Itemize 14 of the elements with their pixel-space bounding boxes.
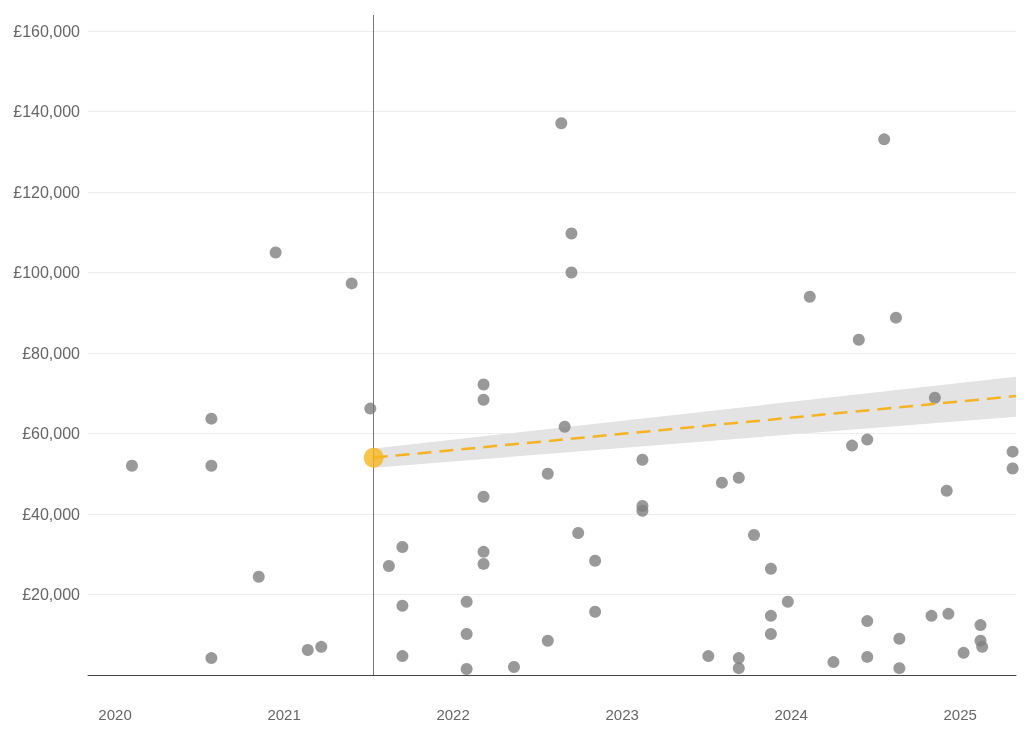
y-tick-label: £100,000 bbox=[13, 264, 81, 282]
x-tick-label: 2020 bbox=[98, 706, 132, 723]
y-tick-label: £60,000 bbox=[22, 425, 81, 443]
y-tick-label: £160,000 bbox=[13, 22, 81, 40]
y-tick-label: £120,000 bbox=[13, 183, 81, 201]
y-tick-label: £40,000 bbox=[22, 505, 81, 523]
y-tick-label: £80,000 bbox=[22, 344, 81, 362]
x-tick-label: 2022 bbox=[436, 706, 470, 723]
x-tick-label: 2021 bbox=[267, 706, 301, 723]
x-tick-label: 2023 bbox=[605, 706, 639, 723]
x-tick-label: 2024 bbox=[774, 706, 808, 723]
y-tick-label: £20,000 bbox=[22, 586, 81, 604]
y-tick-label: £140,000 bbox=[13, 103, 81, 121]
x-tick-label: 2025 bbox=[943, 706, 977, 723]
